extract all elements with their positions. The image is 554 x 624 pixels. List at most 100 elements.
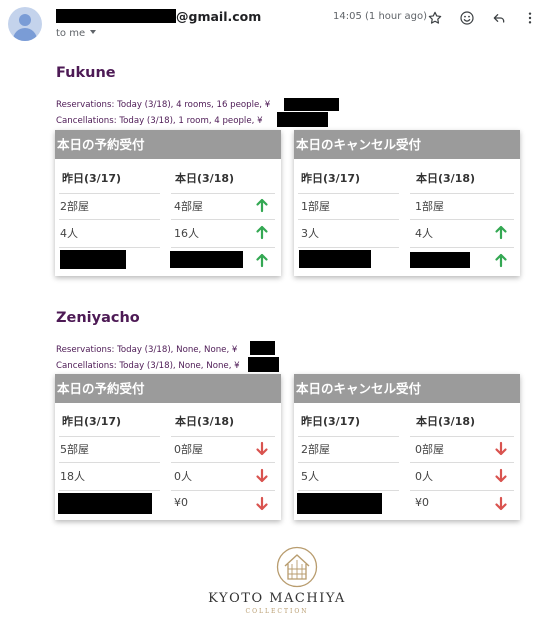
table-cell-yesterday: 18人: [60, 470, 85, 483]
divider: [298, 490, 399, 491]
divider: [298, 193, 399, 194]
table-cell-today: 1部屋: [415, 200, 444, 213]
table-cell-yesterday: 2部屋: [301, 443, 330, 456]
divider: [171, 490, 275, 491]
brand-subtitle: COLLECTION: [245, 608, 309, 615]
arrow-down-icon: [493, 468, 509, 484]
avatar-head: [19, 14, 31, 26]
arrow-down-icon: [493, 496, 509, 512]
table-cell-today: ¥0: [415, 496, 429, 509]
redacted-amount: [284, 98, 339, 111]
table-cell-yesterday: 1部屋: [301, 200, 330, 213]
arrow-down-icon: [254, 468, 270, 484]
table-cell-today: 0部屋: [415, 443, 444, 456]
table-cell-yesterday: 5人: [301, 470, 319, 483]
table-cell-today: 4人: [415, 227, 433, 240]
divider: [410, 490, 514, 491]
table-cell-today: 16人: [174, 227, 199, 240]
table-header: 本日のキャンセル受付: [294, 374, 520, 403]
divider: [410, 219, 514, 220]
divider: [171, 219, 275, 220]
star-icon[interactable]: [426, 9, 444, 27]
table-cell-yesterday: 2部屋: [60, 200, 89, 213]
divider: [171, 436, 275, 437]
column-today: 本日(3/18): [175, 415, 235, 428]
divider: [59, 462, 160, 463]
cancellations-summary: Cancellations: Today (3/18), None, None,…: [56, 361, 240, 371]
table-cell-today: 4部屋: [174, 200, 203, 213]
redacted-value: [299, 250, 371, 268]
divider: [298, 219, 399, 220]
column-today: 本日(3/18): [416, 172, 476, 185]
divider: [59, 490, 160, 491]
table-cell-today: ¥0: [174, 496, 188, 509]
email-header: @gmail.com to me 14:05 (1 hour ago): [0, 0, 554, 46]
redacted-amount: [250, 341, 275, 355]
table-header: 本日のキャンセル受付: [294, 130, 520, 159]
recipient-details-toggle[interactable]: to me: [56, 28, 97, 40]
divider: [410, 462, 514, 463]
reply-icon[interactable]: [490, 9, 508, 27]
house-emblem-icon: [276, 546, 318, 588]
reservations-table: 本日の予約受付 昨日(3/17) 本日(3/18) 2部屋 4部屋 4人 16人: [55, 130, 281, 276]
more-vert-icon[interactable]: [521, 9, 539, 27]
chevron-down-icon: [90, 30, 97, 34]
arrow-up-icon: [493, 224, 509, 240]
table-header: 本日の予約受付: [55, 374, 281, 403]
arrow-down-icon: [254, 496, 270, 512]
emoji-icon[interactable]: [458, 9, 476, 27]
arrow-up-icon: [493, 252, 509, 268]
sender-name-redacted: [56, 9, 176, 23]
column-yesterday: 昨日(3/17): [301, 172, 361, 185]
divider: [59, 219, 160, 220]
divider: [410, 247, 514, 248]
table-header: 本日の予約受付: [55, 130, 281, 159]
redacted-value: [170, 251, 243, 268]
email-timestamp: 14:05 (1 hour ago): [333, 11, 428, 22]
divider: [171, 462, 275, 463]
reservations-table: 本日の予約受付 昨日(3/17) 本日(3/18) 5部屋 0部屋 18人 0人…: [55, 374, 281, 520]
sender-avatar[interactable]: [8, 7, 42, 41]
cancellations-table: 本日のキャンセル受付 昨日(3/17) 本日(3/18) 1部屋 1部屋 3人 …: [294, 130, 520, 276]
redacted-value: [58, 493, 152, 514]
arrow-up-icon: [254, 252, 270, 268]
table-cell-yesterday: 3人: [301, 227, 319, 240]
divider: [171, 193, 275, 194]
column-yesterday: 昨日(3/17): [301, 415, 361, 428]
divider: [298, 462, 399, 463]
divider: [59, 247, 160, 248]
redacted-amount: [277, 112, 328, 127]
reservations-summary: Reservations: Today (3/18), 4 rooms, 16 …: [56, 100, 271, 110]
divider: [298, 247, 399, 248]
divider: [410, 436, 514, 437]
redacted-value: [297, 493, 382, 514]
divider: [59, 436, 160, 437]
table-cell-today: 0人: [174, 470, 192, 483]
divider: [298, 436, 399, 437]
divider: [171, 247, 275, 248]
arrow-up-icon: [254, 224, 270, 240]
column-yesterday: 昨日(3/17): [62, 415, 122, 428]
arrow-down-icon: [493, 441, 509, 457]
column-today: 本日(3/18): [175, 172, 235, 185]
brand-name: KYOTO MACHIYA: [208, 591, 346, 606]
brand-logo: KYOTO MACHIYA COLLECTION: [0, 546, 554, 620]
table-cell-today: 0人: [415, 470, 433, 483]
cancellations-summary: Cancellations: Today (3/18), 1 room, 4 p…: [56, 116, 263, 126]
divider: [59, 193, 160, 194]
table-cell-yesterday: 4人: [60, 227, 78, 240]
table-cell-yesterday: 5部屋: [60, 443, 89, 456]
redacted-amount: [248, 357, 279, 372]
property-title: Fukune: [56, 65, 116, 81]
sender-email-domain[interactable]: @gmail.com: [176, 9, 262, 24]
table-cell-today: 0部屋: [174, 443, 203, 456]
column-today: 本日(3/18): [416, 415, 476, 428]
arrow-up-icon: [254, 197, 270, 213]
redacted-value: [60, 250, 126, 269]
cancellations-table: 本日のキャンセル受付 昨日(3/17) 本日(3/18) 2部屋 0部屋 5人 …: [294, 374, 520, 520]
property-title: Zeniyacho: [56, 310, 140, 326]
divider: [410, 193, 514, 194]
column-yesterday: 昨日(3/17): [62, 172, 122, 185]
redacted-value: [410, 252, 470, 268]
reservations-summary: Reservations: Today (3/18), None, None, …: [56, 345, 238, 355]
